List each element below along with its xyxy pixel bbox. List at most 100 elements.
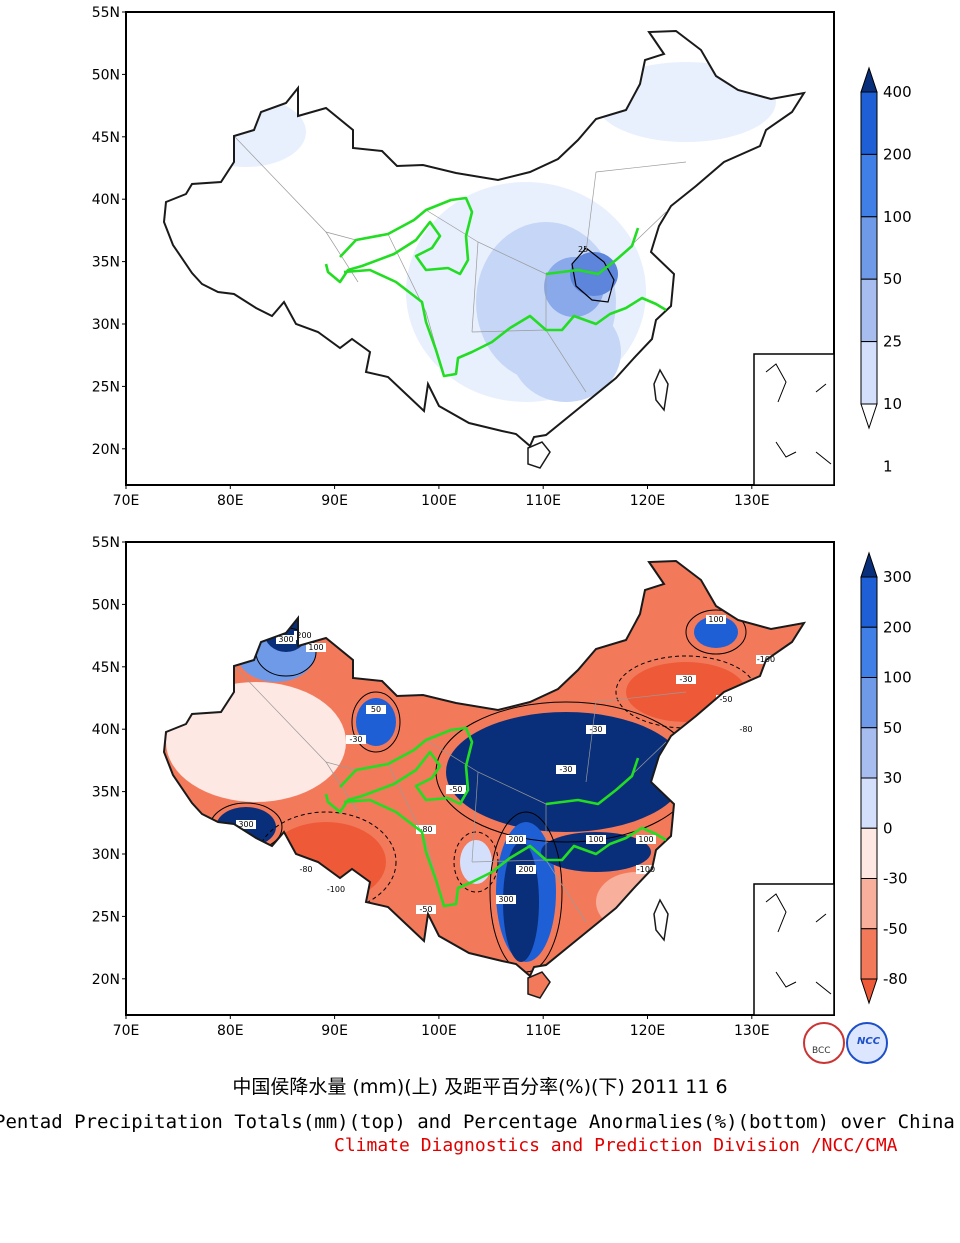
contour-label-bg: [326, 885, 346, 894]
yellow-river: [324, 726, 474, 814]
contour-label: -100: [327, 885, 345, 894]
yangtze-river: [343, 268, 667, 378]
colorbar-label: 300: [883, 568, 912, 586]
taiwan-island: [653, 368, 669, 412]
axis-ticks: 55N 50N 45N 40N 35N 30N 25N 20N 70E 80E 90E 100E 110…: [92, 535, 770, 1039]
contour-label-bg: [296, 865, 316, 874]
map-frame: [125, 11, 835, 486]
colorbar-label: 25: [883, 333, 902, 351]
colorbar-label: 100: [883, 669, 912, 687]
contour-label-bg: [636, 835, 656, 844]
colorbar-label: 0: [883, 819, 893, 837]
map-panel-top: 25 55N 50N 45N 40N 35N 30N 25N 20N 70E 80E 90E 100E 1…: [92, 5, 835, 509]
contour-label: 100: [638, 835, 653, 844]
lon-tick-label: 80E: [217, 493, 244, 509]
lon-tick-label: 70E: [113, 1023, 140, 1039]
contour-label-bg: [416, 825, 436, 834]
province-boundary: [595, 691, 687, 703]
axis-ticks: 55N 50N 45N 40N 35N 30N 25N 20N 70E 80E 90E 100E 110…: [92, 5, 770, 509]
contour-label-bg: [556, 765, 576, 774]
colorbar-label: -50: [883, 920, 908, 938]
contour-label: -50: [719, 695, 732, 704]
lat-tick-label: 40N: [92, 192, 120, 208]
south-china-sea-inset: [753, 883, 835, 1016]
colorbar-swatch: [860, 626, 878, 678]
colorbar-arrow-top: [860, 66, 878, 93]
contour-label: -50: [449, 785, 462, 794]
lon-tick-label: 120E: [630, 1023, 666, 1039]
huai-river: [545, 757, 640, 806]
lon-tick-label: 100E: [421, 493, 457, 509]
colorbar-swatch: [860, 91, 878, 155]
contour-label: 100: [308, 643, 323, 652]
lon-tick-label: 90E: [321, 1023, 348, 1039]
lat-tick-label: 40N: [92, 722, 120, 738]
lat-tick-label: 45N: [92, 660, 120, 676]
shade-xinjiang: [166, 682, 346, 802]
contour-label: 300: [498, 895, 513, 904]
contour-label-25: 25: [578, 245, 588, 254]
caption-english: Pentad Precipitation Totals(mm)(top) and…: [0, 1111, 955, 1133]
lat-tick-label: 30N: [92, 317, 120, 333]
china-border: [162, 559, 807, 978]
contour-label: -30: [679, 675, 692, 684]
caption-division: Climate Diagnostics and Prediction Divis…: [334, 1135, 898, 1156]
colorbar-swatch: [860, 216, 878, 280]
colorbar-arrow-top: [860, 551, 878, 578]
lat-tick-label: 50N: [92, 67, 120, 83]
caption-chinese: 中国侯降水量 (mm)(上) 及距平百分率(%)(下) 2011 11 6: [232, 1076, 728, 1098]
colorbar-swatch: [860, 153, 878, 218]
lon-tick-label: 120E: [630, 493, 666, 509]
province-boundary: [325, 231, 359, 283]
contour-label-bg: [236, 820, 256, 829]
contour-label-bg: [416, 905, 436, 914]
shade-northeast: [596, 62, 776, 142]
colorbar-label: 50: [883, 719, 902, 737]
colorbar-arrow-bottom: [860, 403, 878, 430]
lon-tick-label: 70E: [113, 493, 140, 509]
contour-label-bg: [446, 785, 466, 794]
lat-tick-label: 20N: [92, 972, 120, 988]
colorbar-label: 10: [883, 395, 902, 413]
yellow-river: [324, 196, 474, 284]
lon-tick-label: 100E: [421, 1023, 457, 1039]
lat-tick-label: 25N: [92, 909, 120, 925]
colorbar-label: -80: [883, 970, 908, 988]
contour-label: 200: [518, 865, 533, 874]
taiwan-island: [653, 898, 669, 942]
contour-label-bg: [706, 615, 726, 624]
lat-tick-label: 35N: [92, 255, 120, 271]
contour-label: -100: [637, 865, 655, 874]
colorbar-top: 400 200 100 50 25 10 1: [860, 66, 912, 475]
contour-label: -80: [419, 825, 432, 834]
contour-label-bg: [586, 725, 606, 734]
colorbar-label: 1: [883, 457, 893, 475]
yangtze-river: [343, 798, 667, 908]
contour-6: [453, 831, 499, 893]
contour-label: 100: [708, 615, 723, 624]
shade-ne-blue: [694, 616, 738, 648]
bcc-logo: BCC: [803, 1022, 845, 1064]
contour-label: -50: [419, 905, 432, 914]
province-boundary: [585, 171, 597, 253]
contour-label: 300: [238, 820, 253, 829]
hainan-island: [527, 441, 551, 469]
contour-5: [685, 609, 747, 655]
lon-tick-label: 110E: [525, 493, 561, 509]
province-boundary: [325, 761, 359, 813]
lat-tick-label: 50N: [92, 597, 120, 613]
map-frame: [125, 541, 835, 1016]
province-boundary: [595, 161, 687, 173]
contour-label-bg: [346, 735, 366, 744]
contour-label: 300: [278, 635, 293, 644]
contour-label-bg: [636, 865, 656, 874]
contour-label-bg: [716, 695, 736, 704]
south-china-sea-inset: [753, 353, 835, 486]
contour-1: [351, 691, 401, 753]
colorbar-swatch: [860, 727, 878, 779]
contour-label-bg: [506, 835, 526, 844]
contour-label: 100: [588, 835, 603, 844]
huai-river: [545, 227, 640, 276]
